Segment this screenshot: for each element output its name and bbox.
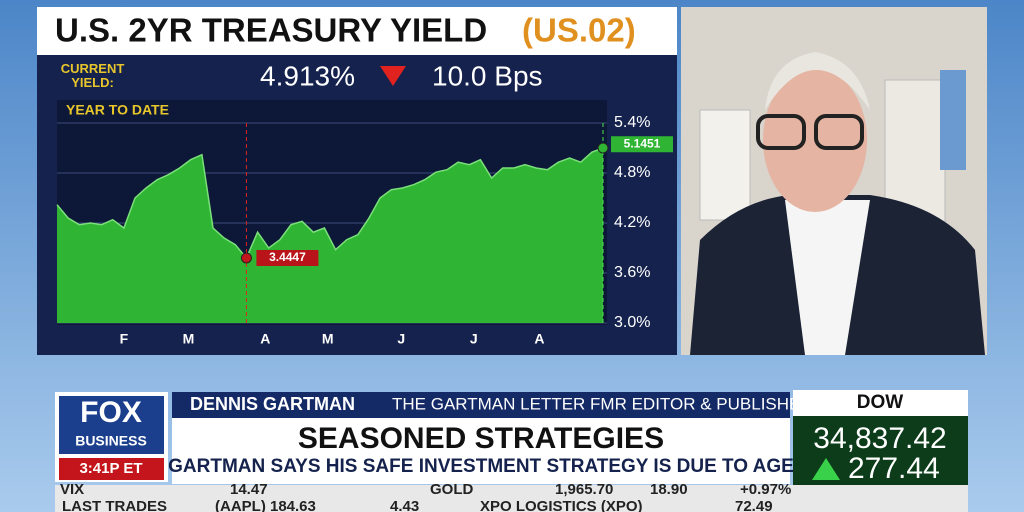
ticker-item: 18.90	[650, 481, 688, 498]
market-value: 34,837.42	[813, 422, 946, 455]
ticker-item: 4.43	[390, 498, 419, 512]
subhead: GARTMAN SAYS HIS SAFE INVESTMENT STRATEG…	[168, 456, 794, 477]
x-tick-label: M	[183, 331, 195, 347]
x-tick-label: M	[322, 331, 334, 347]
marker	[597, 142, 609, 154]
name-bar	[172, 392, 790, 418]
annotation: 5.1451	[624, 136, 661, 150]
headline: SEASONED STRATEGIES	[298, 422, 664, 455]
x-tick-label: A	[534, 331, 544, 347]
logo-bottom: BUSINESS	[75, 433, 147, 449]
area	[57, 148, 603, 323]
annotation-box	[611, 136, 673, 153]
change: 10.0 Bps	[432, 60, 543, 91]
chart-title: YEAR TO DATE	[66, 102, 169, 118]
symbol: (US.02)	[522, 12, 636, 49]
y-tick-label: 4.2%	[614, 214, 650, 231]
title-bar	[37, 7, 677, 55]
guest-name: DENNIS GARTMAN	[190, 394, 355, 414]
ticker-item: VIX	[60, 481, 84, 498]
market-index: DOW	[857, 392, 904, 413]
hair	[765, 52, 870, 110]
ticker-item: LAST TRADES	[62, 498, 167, 512]
ticker-item: 1,965.70	[555, 481, 613, 498]
y-tick-label: 3.6%	[614, 264, 650, 281]
ticker-items: VIX 14.47 GOLD 1,965.70 18.90 +0.97% LAST TRAD…	[60, 481, 791, 512]
y-tick-label: 5.4%	[614, 114, 650, 131]
guest-role: THE GARTMAN LETTER FMR EDITOR & PUBLISHE…	[392, 394, 813, 413]
glasses	[814, 114, 864, 150]
y-tick-label: 3.0%	[614, 314, 650, 331]
art	[940, 70, 966, 170]
window	[699, 109, 751, 221]
x-tick-label: F	[120, 331, 129, 347]
annotation: 3.4447	[269, 250, 306, 264]
ticker-item: GOLD	[430, 481, 473, 498]
annotation-box	[256, 250, 319, 266]
glasses	[756, 114, 806, 150]
market-label-box	[793, 390, 968, 416]
market-change: 277.44	[848, 452, 940, 485]
line	[56, 147, 604, 260]
ticker-item: 72.49	[735, 498, 773, 512]
down-arrow	[380, 66, 406, 86]
ticker-item: (AAPL) 184.63	[215, 498, 316, 512]
marker	[240, 252, 252, 264]
ticker	[55, 485, 968, 512]
up-arrow	[812, 458, 840, 480]
current-label: CURRENT YIELD:	[60, 62, 125, 90]
x-tick-label: J	[470, 331, 478, 347]
time: 3:41P ET	[79, 460, 142, 477]
logo-top: FOX	[80, 396, 142, 429]
time-box	[59, 458, 164, 480]
ticker-item: XPO LOGISTICS (XPO)	[480, 498, 643, 512]
ticker-item: 14.47	[230, 481, 268, 498]
logo-bg	[59, 396, 164, 454]
y-tick-label: 4.8%	[614, 164, 650, 181]
headline-box	[172, 418, 790, 484]
current-label-box: CURRENT YIELD:	[60, 62, 125, 90]
ticker-item: +0.97%	[740, 481, 791, 498]
shirt	[785, 200, 870, 355]
x-tick-label: A	[260, 331, 270, 347]
x-tick-label: J	[397, 331, 405, 347]
current-value: 4.913%	[260, 60, 355, 91]
plot: 3.0% 3.6% 4.2% 4.8% 5.4% F M A M J J A 3.4447 5.1451	[56, 114, 673, 347]
title: U.S. 2YR TREASURY YIELD	[55, 12, 487, 49]
